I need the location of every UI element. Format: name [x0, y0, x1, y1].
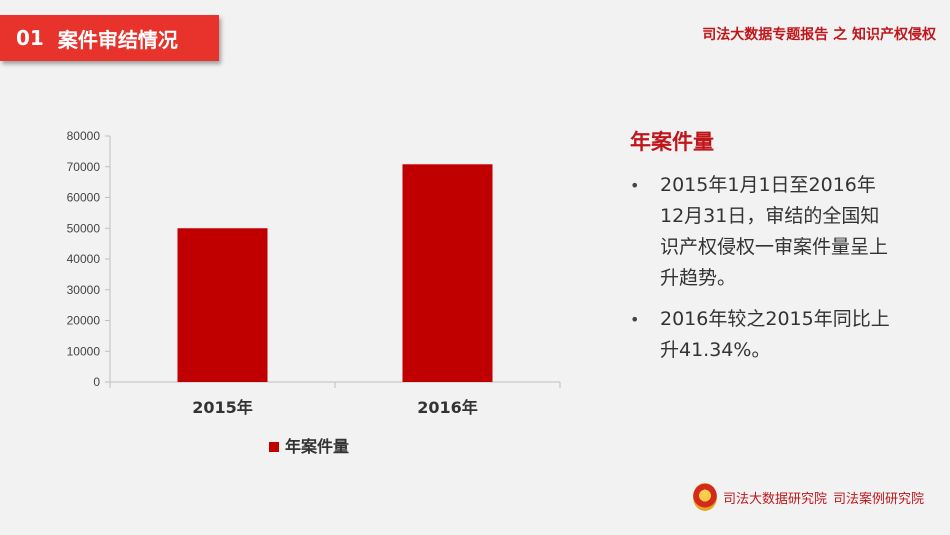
- legend-swatch: [269, 442, 279, 452]
- footer-org-1: 司法大数据研究院: [722, 491, 827, 507]
- section-banner: 01 案件审结情况: [0, 15, 219, 61]
- y-tick-label: 60000: [67, 191, 101, 205]
- section-number: 01: [16, 26, 44, 50]
- y-tick-label: 10000: [67, 344, 101, 358]
- bar-chart: 0 10000 20000 30000 40000 50000 60000 70000 8000…: [67, 129, 561, 456]
- bullet-item: • 2016年较之2015年同比上升41.34%。: [630, 304, 890, 366]
- bullet-text: 2016年较之2015年同比上升41.34%。: [660, 308, 890, 361]
- bullet-item: • 2015年1月1日至2016年12月31日，审结的全国知识产权侵权一审案件量…: [630, 170, 890, 294]
- y-tick-label: 80000: [67, 129, 101, 143]
- y-tick-label: 70000: [67, 160, 101, 174]
- x-tick-label: 2016年: [417, 398, 478, 417]
- footer: 司法大数据研究院 司法案例研究院: [692, 483, 924, 511]
- bullet-dot-icon: •: [630, 176, 640, 195]
- y-tick-label: 50000: [67, 221, 101, 235]
- legend-label: 年案件量: [285, 437, 349, 456]
- y-tick-label: 30000: [67, 283, 101, 297]
- y-tick-label: 40000: [67, 252, 101, 266]
- side-heading: 年案件量: [630, 130, 714, 154]
- bar: [402, 164, 493, 382]
- x-tick-label: 2015年: [192, 398, 253, 417]
- bar: [177, 228, 268, 382]
- y-tick-label: 0: [93, 375, 100, 389]
- y-tick-label: 20000: [67, 314, 101, 328]
- bullet-text: 2015年1月1日至2016年12月31日，审结的全国知识产权侵权一审案件量呈上…: [660, 174, 889, 289]
- court-emblem-icon: [692, 483, 717, 511]
- section-title: 案件审结情况: [57, 27, 178, 52]
- report-title: 司法大数据专题报告 之 知识产权侵权: [702, 27, 936, 43]
- footer-org-2: 司法案例研究院: [832, 491, 924, 507]
- bullet-list: • 2015年1月1日至2016年12月31日，审结的全国知识产权侵权一审案件量…: [630, 170, 890, 376]
- bullet-dot-icon: •: [630, 310, 640, 329]
